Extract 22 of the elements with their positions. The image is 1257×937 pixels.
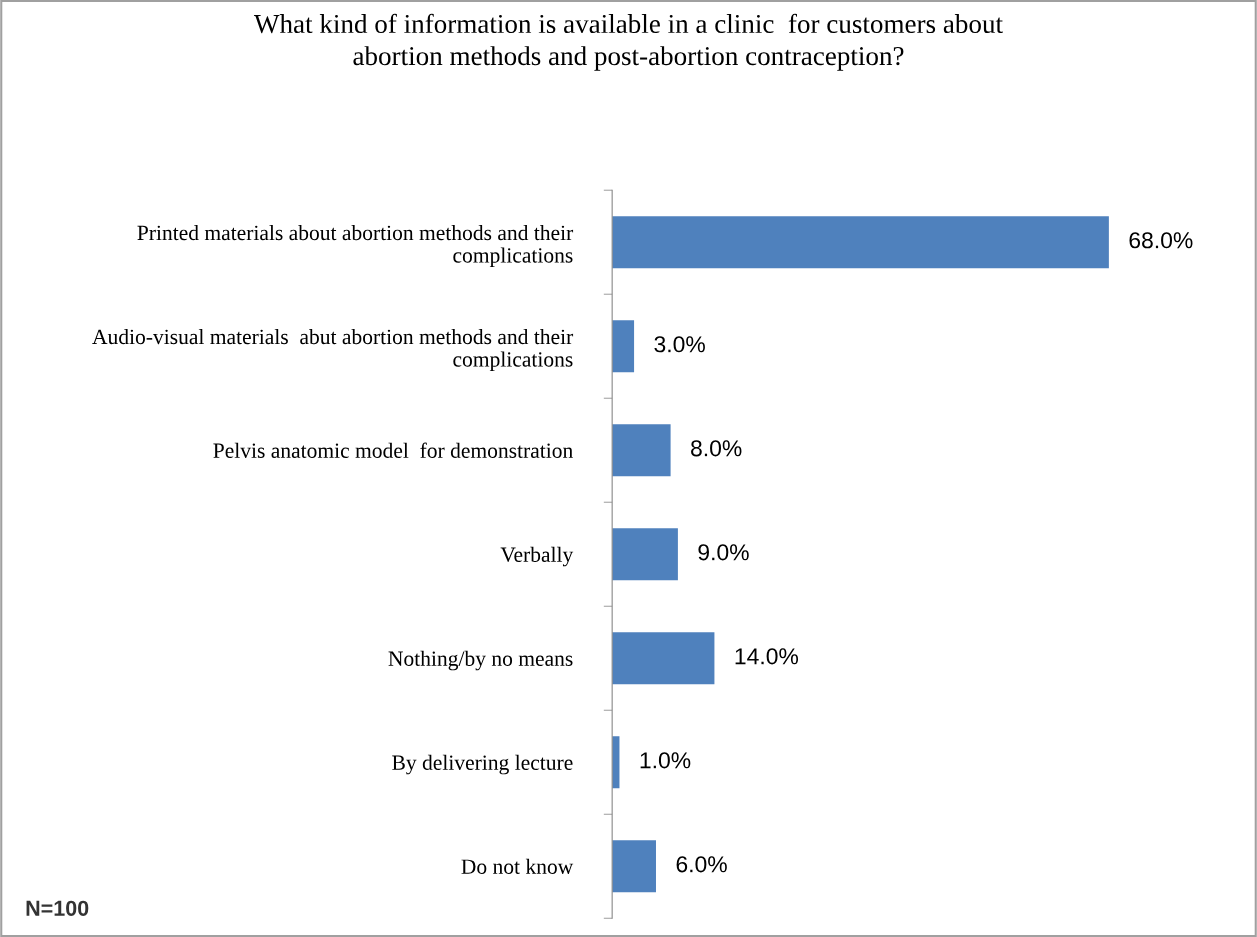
bar [612, 840, 656, 893]
y-tick-label: Do not know [461, 858, 574, 874]
text: N=100 [26, 900, 89, 916]
bar [612, 216, 1109, 269]
bar [612, 320, 635, 373]
data-label: 1.0% [640, 752, 691, 769]
bar [612, 528, 678, 581]
y-tick-label: Pelvis anatomic model for demonstration [213, 442, 573, 458]
chart-title: What kind of information is available in a clinic for customers about abortion methods and post-abortion contraception? [253, 13, 1003, 71]
data-label: 6.0% [676, 856, 727, 873]
y-tick-label: By delivering lecture [392, 754, 573, 775]
y-tick-label: Audio-visual materials abut abortion methods and their complications [92, 328, 574, 372]
data-label: 14.0% [735, 648, 799, 665]
y-tick-label: Verbally [500, 546, 574, 567]
data-label: 3.0% [654, 336, 705, 353]
y-tick-label: Printed materials about abortion methods and their complications [137, 224, 574, 268]
bar [612, 632, 715, 685]
data-label: 9.0% [698, 544, 749, 561]
y-tick-label: Nothing/by no means [388, 650, 573, 671]
bar [612, 424, 671, 477]
data-label: 8.0% [691, 440, 742, 457]
data-label: 68.0% [1129, 232, 1193, 249]
